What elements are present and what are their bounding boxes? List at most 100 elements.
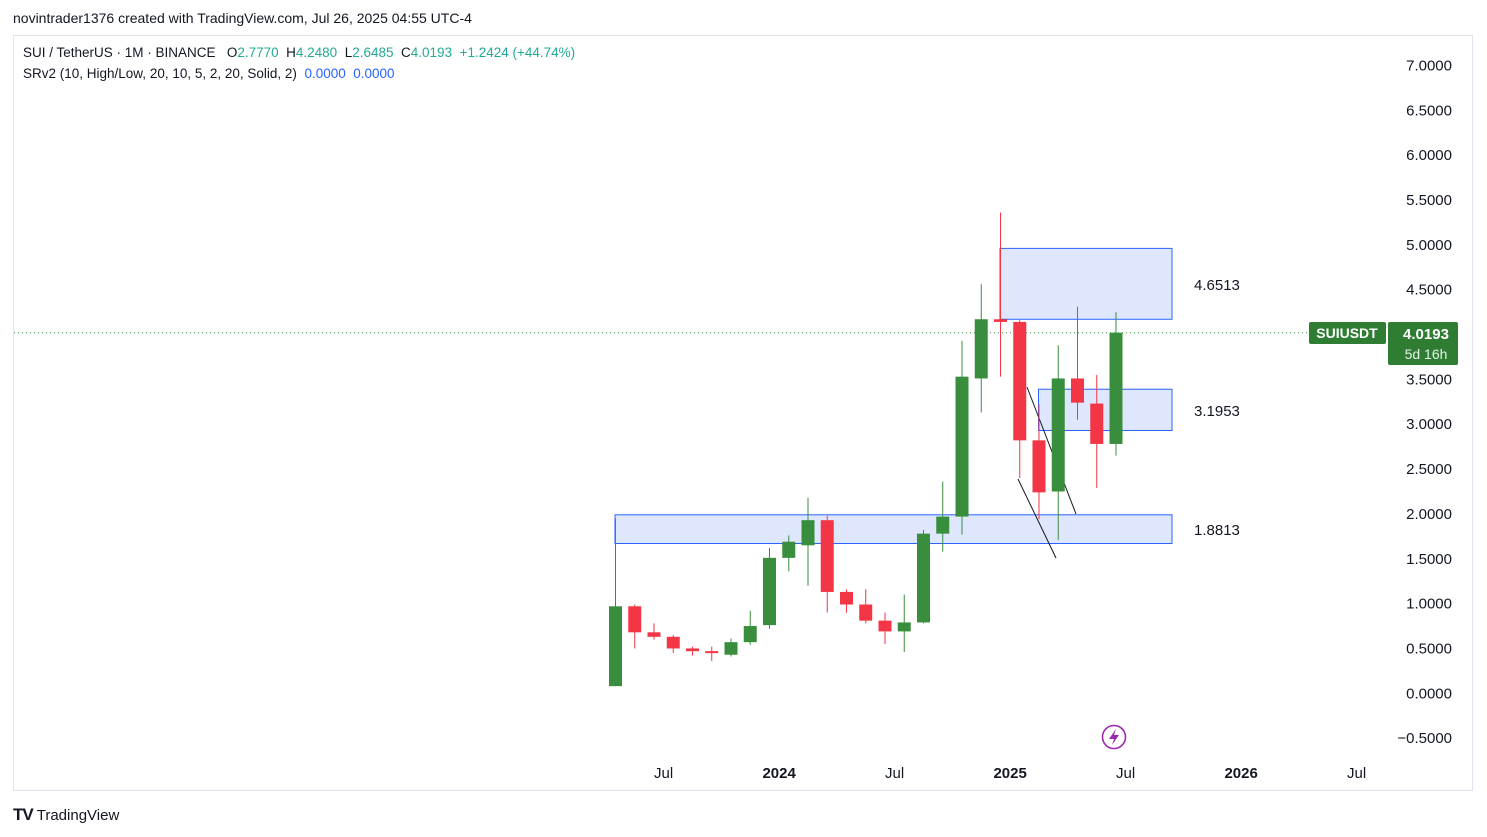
y-tick-label: 5.5000 [1406,192,1452,209]
candle-2025-05 [1071,306,1084,420]
indicator-value-2: 0.0000 [353,66,395,81]
candle-body [859,604,873,621]
y-tick-label: 6.0000 [1406,147,1452,164]
y-tick-label: 1.5000 [1406,551,1452,568]
candle-body [743,626,757,643]
x-tick-label: 2026 [1224,765,1257,782]
price-axis[interactable]: 7.00006.50006.00005.50005.00004.50004.00… [1397,57,1452,747]
candle-body [647,632,661,637]
candle-2025-02 [1013,320,1027,479]
candle-2024-10 [936,481,950,552]
symbol-legend[interactable]: SUI / TetherUS · 1M · BINANCE O2.7770 H4… [23,45,575,60]
candle-body [763,557,776,626]
candle-2025-06 [1090,374,1104,488]
y-tick-label: −0.5000 [1397,730,1452,747]
tradingview-logo-icon: TV [13,805,34,824]
candle-body [820,520,834,592]
candle-body [974,319,988,379]
change-value: +1.2424 (+44.74%) [459,45,576,60]
candle-body [1051,378,1065,492]
open-label: O [226,45,238,60]
trendline-2 [1026,386,1077,515]
candle-2024-04 [820,515,834,613]
candle-2024-09 [917,530,930,624]
candle-body [666,636,680,649]
x-tick-label: 2024 [762,765,796,782]
candle-body [994,319,1007,322]
candle-body [628,606,642,633]
candle-body [724,642,738,655]
sr-zone-1 [999,247,1173,320]
chart-frame [13,35,1473,791]
y-tick-label: 0.5000 [1406,640,1452,657]
symbol-name[interactable]: SUI / TetherUS · 1M · BINANCE [23,45,216,60]
candle-2025-01 [994,212,1007,377]
lightning-icon[interactable] [1101,724,1127,750]
candle-2025-07 [1109,312,1123,456]
candle-body [917,533,930,623]
candle-body [840,591,853,605]
sr-zone-label-1: 4.6513 [1194,277,1240,294]
price-tag: SUIUSDT 4.0193 5d 16h [1309,322,1458,365]
x-tick-label: Jul [885,765,904,782]
candle-body [897,622,911,632]
candle-body [878,620,892,632]
candle-2024-01 [763,547,776,629]
footer-brand: TradingView [36,806,120,824]
open-value: 2.7770 [237,45,279,60]
y-tick-label: 2.0000 [1406,506,1452,523]
candle-2024-12 [974,284,988,413]
candle-2025-04 [1051,345,1065,540]
y-tick-label: 3.0000 [1406,416,1452,433]
candle-body [801,520,815,546]
close-label: C [401,45,411,60]
y-tick-label: 1.0000 [1406,596,1452,613]
candle-body [705,651,719,654]
y-tick-label: 7.0000 [1406,57,1452,74]
candle-body [609,606,622,687]
price-tag-bg [1388,322,1458,365]
candle-2024-11 [955,340,969,535]
candle-body [1013,321,1027,441]
candle-2024-03 [801,497,815,586]
close-value: 4.0193 [410,45,453,60]
candle-body [1090,403,1104,444]
sr-zone-3 [614,514,1173,545]
candle-2023-06 [628,604,642,649]
candle-2023-08 [666,634,680,653]
tradingview-footer[interactable]: TV TradingView [13,805,119,825]
candle-2024-07 [878,612,892,644]
x-tick-label: Jul [1347,765,1366,782]
time-axis[interactable]: Jul 2024 Jul 2025 Jul 2026 Jul [654,765,1366,782]
y-tick-label: 2.5000 [1406,461,1452,478]
trendlines [1017,386,1077,559]
indicator-legend[interactable]: SRv2 (10, High/Low, 20, 10, 5, 2, 20, So… [23,66,395,81]
candle-2023-05 [609,518,622,687]
candle-2023-07 [647,623,661,640]
trendline-1 [1017,478,1057,559]
low-value: 2.6485 [352,45,394,60]
candle-body [782,541,796,558]
candle-body [686,648,699,652]
sr-zone-label-2: 3.1953 [1194,403,1240,420]
sr-zone-label-3: 1.8813 [1194,522,1240,539]
candle-2023-09 [686,646,699,656]
price-tag-countdown: 5d 16h [1405,346,1448,362]
candle-2025-03 [1032,404,1046,520]
candle-body [1071,378,1084,403]
indicator-value-1: 0.0000 [304,66,346,81]
candles [609,212,1123,687]
y-tick-label: 6.5000 [1406,102,1452,119]
candle-body [936,516,950,534]
symbol-tag-text: SUIUSDT [1316,325,1378,341]
candle-2023-10 [705,646,719,662]
sr-zones: 4.6513 3.1953 1.8813 [614,247,1240,545]
candle-body [955,376,969,517]
low-label: L [344,45,353,60]
y-tick-label: 5.0000 [1406,237,1452,254]
x-tick-label: Jul [654,765,673,782]
symbol-tag-bg [1309,322,1386,344]
candle-2024-02 [782,535,796,572]
indicator-name[interactable]: SRv2 (10, High/Low, 20, 10, 5, 2, 20, So… [23,66,297,81]
